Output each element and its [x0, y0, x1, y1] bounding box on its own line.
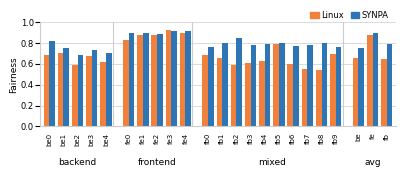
Bar [251, 45, 256, 126]
Bar [86, 56, 92, 126]
Bar [245, 63, 251, 126]
Bar [336, 47, 341, 126]
Bar [78, 55, 83, 126]
Bar [367, 35, 372, 126]
Bar [387, 44, 392, 126]
Bar [64, 48, 69, 126]
Legend: Linux, SYNPA: Linux, SYNPA [307, 8, 392, 23]
Bar [100, 62, 106, 126]
Bar [236, 38, 242, 126]
Bar [202, 55, 208, 126]
Bar [259, 61, 265, 126]
Bar [137, 35, 143, 126]
Bar [302, 69, 307, 126]
Bar [44, 55, 49, 126]
Bar [166, 30, 171, 126]
Bar [129, 33, 134, 126]
Bar [171, 31, 177, 126]
Bar [231, 65, 236, 126]
Bar [49, 41, 55, 126]
Text: avg: avg [364, 158, 381, 167]
Bar [157, 34, 163, 126]
Bar [143, 33, 148, 126]
Text: mixed: mixed [258, 158, 286, 167]
Bar [151, 35, 157, 126]
Bar [123, 40, 129, 126]
Bar [279, 43, 285, 126]
Bar [58, 52, 64, 126]
Bar [358, 48, 364, 126]
Text: backend: backend [58, 158, 97, 167]
Bar [372, 33, 378, 126]
Bar [322, 43, 327, 126]
Bar [180, 33, 185, 126]
Bar [185, 31, 191, 126]
Bar [288, 64, 293, 126]
Bar [106, 52, 112, 126]
Bar [307, 45, 313, 126]
Bar [216, 58, 222, 126]
Bar [222, 43, 228, 126]
Bar [316, 70, 322, 126]
Y-axis label: Fairness: Fairness [9, 56, 18, 93]
Bar [293, 46, 299, 126]
Bar [208, 47, 214, 126]
Bar [273, 44, 279, 126]
Bar [265, 44, 270, 126]
Bar [330, 54, 336, 126]
Text: frontend: frontend [138, 158, 176, 167]
Bar [92, 50, 98, 126]
Bar [381, 59, 387, 126]
Bar [353, 58, 358, 126]
Bar [72, 65, 78, 126]
